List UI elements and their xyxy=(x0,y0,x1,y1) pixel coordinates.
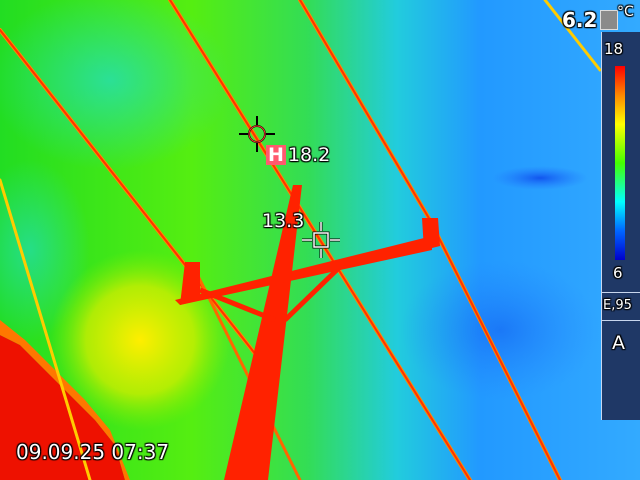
cold-region-lower xyxy=(400,260,600,400)
color-scale-bar xyxy=(615,66,625,260)
unit-box-icon xyxy=(600,10,618,30)
hot-vegetation-edge xyxy=(0,320,130,480)
spot-meter-value: 13.3 xyxy=(262,210,305,232)
range-mode[interactable]: A xyxy=(612,332,625,354)
datetime-stamp: 09.09.25 07:37 xyxy=(16,440,170,464)
hot-spot-value: 18.2 xyxy=(287,144,331,166)
cold-region xyxy=(492,166,588,190)
hot-spot-badge: H xyxy=(266,144,286,166)
top-right-value: 6.2 xyxy=(562,8,598,32)
hot-spot-readout: H 18.2 xyxy=(266,144,330,166)
temperature-unit: °C xyxy=(617,4,634,20)
scale-max: 18 xyxy=(604,40,624,58)
power-lines xyxy=(0,0,602,480)
cool-region xyxy=(0,0,230,170)
hot-vegetation xyxy=(0,335,125,480)
panel-divider xyxy=(601,320,640,321)
emissivity-value: E,95 xyxy=(603,298,632,313)
scale-min: 6 xyxy=(613,264,623,282)
utility-pole xyxy=(175,185,440,480)
spot-meter-crosshair-icon xyxy=(302,222,340,258)
panel-divider xyxy=(601,292,640,293)
hot-spot-crosshair-icon xyxy=(239,116,275,152)
